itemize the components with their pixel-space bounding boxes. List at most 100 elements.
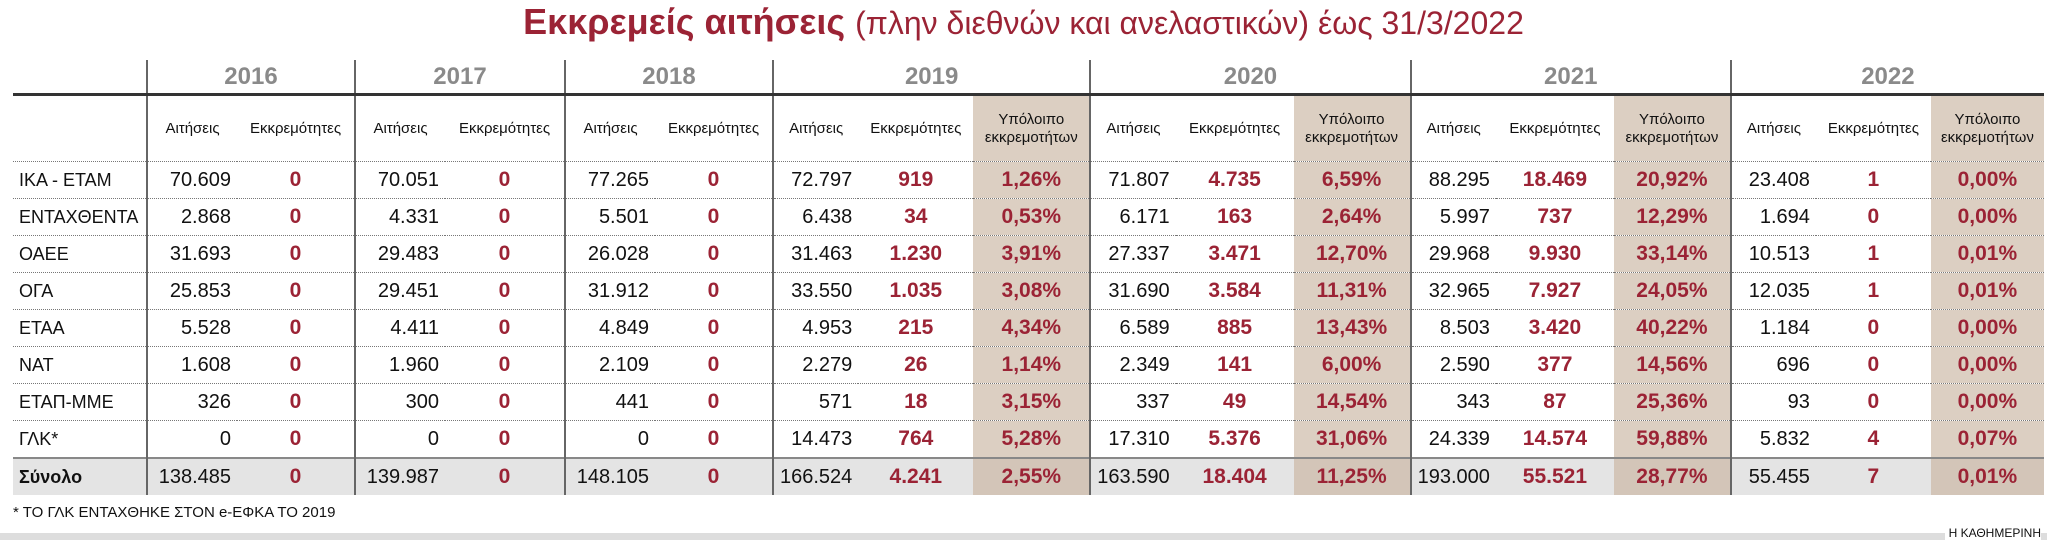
cell: 0 [237, 198, 355, 236]
row-label: ΕΤΑΠ-ΜΜΕ [13, 383, 147, 421]
cell: 0 [237, 272, 355, 310]
year-header: 2016 [146, 60, 355, 96]
cell: 3.584 [1175, 272, 1294, 310]
cell: 5.501 [564, 198, 655, 236]
cell: 163.590 [1089, 457, 1176, 495]
cell: 764 [858, 420, 974, 458]
cell: 571 [771, 383, 859, 421]
cell: 18.404 [1175, 457, 1294, 495]
cell: 0 [1815, 198, 1931, 236]
cell: 2.349 [1089, 346, 1176, 384]
cell: 14,54% [1293, 383, 1411, 421]
cell: 0,00% [1930, 161, 2044, 199]
cell: 93 [1729, 383, 1816, 421]
cell: 0 [237, 457, 355, 495]
cell: 0 [445, 161, 565, 199]
cell: 0,01% [1930, 272, 2044, 310]
cell: 20,92% [1613, 161, 1731, 199]
cell: 6.438 [771, 198, 859, 236]
cell: 0,00% [1930, 346, 2044, 384]
cell: 326 [146, 383, 237, 421]
cell: 2.109 [564, 346, 655, 384]
column-header: Αιτήσεις [1409, 94, 1496, 162]
cell: 25.853 [146, 272, 237, 310]
column-header: Υπόλοιπο εκκρεμοτήτων [1930, 94, 2044, 162]
cell: 0,07% [1930, 420, 2044, 458]
cell: 0 [237, 161, 355, 199]
year-row: 2016 2017 2018 2019 2020 2021 2022 [13, 60, 2044, 96]
column-header: Εκκρεμότητες [1189, 119, 1281, 137]
cell: 32.965 [1409, 272, 1496, 310]
row-label: ΟΑΕΕ [13, 235, 147, 273]
column-header: Εκκρεμότητες [870, 119, 962, 137]
cell: 70.051 [354, 161, 445, 199]
cell: 18 [858, 383, 974, 421]
cell: 2,64% [1293, 198, 1411, 236]
cell: 0,01% [1930, 235, 2044, 273]
cell: 29.968 [1409, 235, 1496, 273]
cell: 0 [445, 420, 565, 458]
column-header: Εκκρεμότητες [667, 119, 760, 137]
cell: 4.735 [1175, 161, 1294, 199]
cell: 0 [445, 309, 565, 347]
cell: 31.693 [146, 235, 237, 273]
cell: 72.797 [771, 161, 859, 199]
cell: 5.997 [1409, 198, 1496, 236]
cell: 7.927 [1495, 272, 1614, 310]
year-header: 2018 [564, 60, 773, 96]
year-header: 2017 [354, 60, 565, 96]
cell: 0,53% [973, 198, 1091, 236]
column-header: Υπόλοιπο εκκρεμοτήτων [1293, 94, 1411, 162]
cell: 1 [1815, 161, 1931, 199]
cell: 138.485 [146, 457, 237, 495]
cell: 0 [655, 346, 773, 384]
cell: 9.930 [1495, 235, 1614, 273]
cell: 26 [858, 346, 974, 384]
row-label: ΟΓΑ [13, 272, 147, 310]
year-header: 2021 [1409, 60, 1731, 96]
year-header: 2022 [1729, 60, 2044, 96]
cell: 919 [858, 161, 974, 199]
cell: 2,55% [973, 457, 1091, 495]
cell: 0 [655, 383, 773, 421]
cell: 27.337 [1089, 235, 1176, 273]
cell: 3,15% [973, 383, 1091, 421]
cell: 377 [1495, 346, 1614, 384]
cell: 6.171 [1089, 198, 1176, 236]
column-header: Αιτήσεις [1729, 94, 1816, 162]
cell: 55.521 [1495, 457, 1614, 495]
cell: 4.953 [771, 309, 859, 347]
cell: 5.376 [1175, 420, 1294, 458]
cell: 1.608 [146, 346, 237, 384]
cell: 337 [1089, 383, 1176, 421]
cell: 1.694 [1729, 198, 1816, 236]
column-header: Υπόλοιπο εκκρεμοτήτων [1613, 94, 1731, 162]
cell: 1,14% [973, 346, 1091, 384]
cell: 5.528 [146, 309, 237, 347]
table-row: ΕΝΤΑΧΘΕΝΤΑ 2.868 0 4.331 0 5.501 0 6.438 34 0,53%… [13, 198, 2044, 236]
cell: 0 [445, 198, 565, 236]
cell: 31.912 [564, 272, 655, 310]
cell: 71.807 [1089, 161, 1176, 199]
cell: 4 [1815, 420, 1931, 458]
cell: 23.408 [1729, 161, 1816, 199]
cell: 193.000 [1409, 457, 1496, 495]
cell: 4,34% [973, 309, 1091, 347]
cell: 31.463 [771, 235, 859, 273]
cell: 4.331 [354, 198, 445, 236]
column-header: Εκκρεμότητες [249, 119, 342, 137]
table-row: ΟΑΕΕ 31.693 0 29.483 0 26.028 0 31.463 1.230 3,91… [13, 235, 2044, 273]
cell: 0 [237, 420, 355, 458]
column-header: Αιτήσεις [564, 94, 655, 162]
subtitle: (πλην διεθνών και ανελαστικών) έως 31/3/… [855, 5, 1524, 41]
table-row: ΙΚΑ - ΕΤΑΜ 70.609 0 70.051 0 77.265 0 72.797 919… [13, 161, 2044, 199]
cell: 148.105 [564, 457, 655, 495]
cell: 0 [146, 420, 237, 458]
cell: 87 [1495, 383, 1614, 421]
cell: 0 [445, 272, 565, 310]
cell: 0 [237, 235, 355, 273]
column-header-row: Αιτήσεις Εκκρεμότητες Αιτήσεις Εκκρεμότητες… [13, 94, 2044, 162]
corner [13, 95, 147, 162]
cell: 12,29% [1613, 198, 1731, 236]
